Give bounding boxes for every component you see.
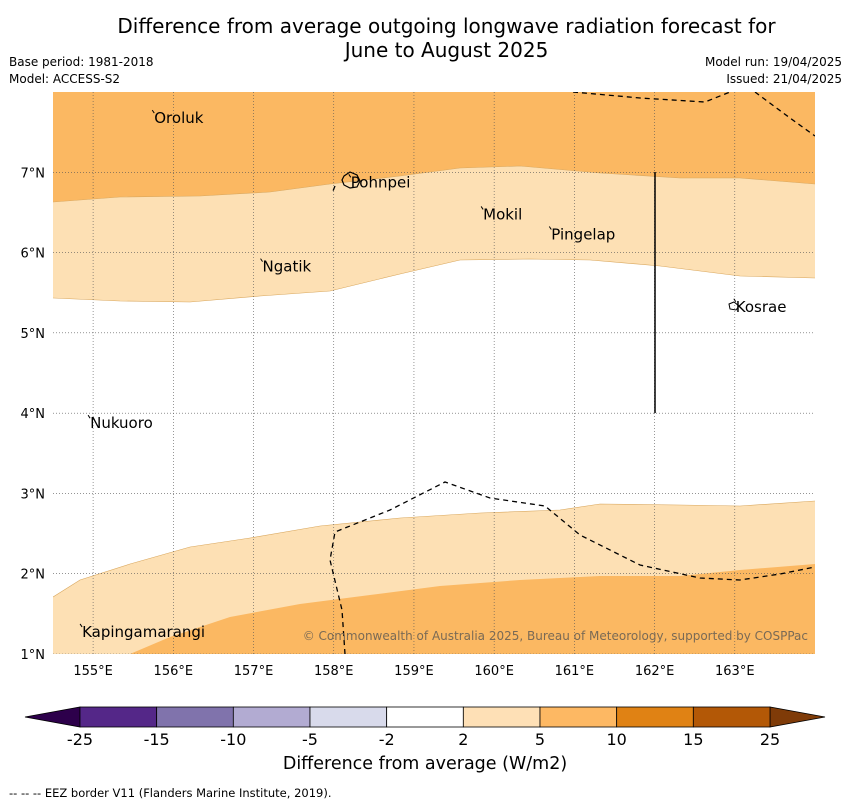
colorbar-bin bbox=[232, 706, 311, 728]
place-label: Kapingamarangi bbox=[82, 623, 205, 641]
place-label: Nukuoro bbox=[90, 414, 153, 432]
model-run: Model run: 19/04/2025 bbox=[704, 55, 842, 69]
colorbar-bin bbox=[386, 706, 464, 728]
colorbar-bin bbox=[539, 706, 618, 728]
place-marker bbox=[733, 298, 737, 303]
place-labels: Oroluk Pohnpei Mokil Pingelap Ngatik Kosrae Nu… bbox=[79, 109, 787, 641]
lon-tick-label: 160°E bbox=[474, 664, 514, 679]
place-marker bbox=[348, 174, 352, 178]
footer-note: -- -- -- EEZ border V11 (Flanders Marine… bbox=[9, 786, 332, 800]
model-name: Model: ACCESS-S2 bbox=[9, 72, 121, 86]
lat-tick-label: 5°N bbox=[21, 327, 46, 342]
lon-tick-label: 156°E bbox=[154, 664, 194, 679]
colorbar-bin bbox=[79, 706, 158, 728]
lat-tick-label: 6°N bbox=[21, 247, 46, 262]
eez-border-northeast bbox=[754, 92, 815, 137]
colorbar-tick-label: -5 bbox=[302, 730, 318, 749]
lat-tick-label: 7°N bbox=[21, 166, 46, 181]
place-label: Oroluk bbox=[154, 109, 203, 127]
eez-border-north bbox=[572, 92, 732, 103]
colorbar-tick-label: 25 bbox=[760, 730, 780, 749]
lat-tick-label: 2°N bbox=[21, 568, 46, 583]
lon-tick-label: 162°E bbox=[635, 664, 675, 679]
lon-tick-label: 155°E bbox=[73, 664, 113, 679]
lat-tick-label: 1°N bbox=[21, 648, 46, 663]
colorbar-tick-label: 15 bbox=[683, 730, 703, 749]
colorbar-extend-high bbox=[769, 706, 826, 728]
lon-tick-label: 157°E bbox=[234, 664, 274, 679]
place-label: Ngatik bbox=[263, 258, 312, 276]
title-line-2: June to August 2025 bbox=[344, 38, 549, 62]
lon-tick-label: 158°E bbox=[314, 664, 354, 679]
colorbar-tick-label: -2 bbox=[379, 730, 395, 749]
place-marker bbox=[548, 226, 552, 230]
issued-date: Issued: 21/04/2025 bbox=[726, 72, 842, 86]
copyright-text: © Commonwealth of Australia 2025, Bureau… bbox=[303, 629, 808, 643]
map-plot-area bbox=[53, 92, 815, 654]
colorbar: -25 -15 -10 -5 -2 2 5 10 15 25 bbox=[24, 706, 826, 749]
colorbar-label: Difference from average (W/m2) bbox=[282, 754, 568, 774]
place-label: Pingelap bbox=[551, 226, 615, 244]
place-label: Mokil bbox=[483, 205, 522, 223]
eez-border-south bbox=[329, 481, 815, 654]
colorbar-tick-label: -25 bbox=[67, 730, 93, 749]
pohnpei-coastline bbox=[341, 171, 361, 189]
kosrae-coastline bbox=[728, 301, 740, 311]
colorbar-tick-label: 2 bbox=[458, 730, 468, 749]
band-2-to-5-north bbox=[53, 166, 815, 302]
colorbar-bin bbox=[692, 706, 771, 728]
map-title: Difference from average outgoing longwav… bbox=[0, 14, 850, 62]
band-5-to-10-south bbox=[130, 564, 815, 654]
colorbar-tick-label: -15 bbox=[144, 730, 170, 749]
place-label: Pohnpei bbox=[351, 173, 411, 191]
eez-border-fragment bbox=[332, 185, 336, 192]
contour-5-north bbox=[53, 165, 815, 203]
lat-tick-label: 3°N bbox=[21, 487, 46, 502]
place-marker bbox=[260, 258, 263, 262]
place-marker bbox=[480, 206, 484, 210]
meta-left: Base period: 1981-2018 Model: ACCESS-S2 bbox=[9, 54, 154, 88]
longitude-labels: 155°E 156°E 157°E 158°E 159°E 160°E 161°E 162°E… bbox=[73, 664, 754, 679]
colorbar-tick-label: -10 bbox=[220, 730, 246, 749]
lon-tick-label: 161°E bbox=[555, 664, 595, 679]
colorbar-bin bbox=[462, 706, 541, 728]
title-line-1: Difference from average outgoing longwav… bbox=[117, 14, 776, 38]
place-marker bbox=[151, 109, 155, 114]
colorbar-tick-label: 10 bbox=[606, 730, 626, 749]
lon-tick-label: 163°E bbox=[715, 664, 755, 679]
base-period: Base period: 1981-2018 bbox=[9, 55, 154, 69]
contour-2-south bbox=[53, 500, 815, 598]
colorbar-bin bbox=[156, 706, 234, 728]
place-label: Kosrae bbox=[736, 298, 787, 316]
lon-tick-label: 159°E bbox=[394, 664, 434, 679]
colorbar-bin bbox=[616, 706, 694, 728]
meta-right: Model run: 19/04/2025 Issued: 21/04/2025 bbox=[705, 54, 842, 88]
colorbar-extend-low bbox=[24, 706, 81, 728]
contour-2-north bbox=[53, 258, 815, 303]
lat-tick-label: 4°N bbox=[21, 407, 46, 422]
latitude-labels: 1°N 2°N 3°N 4°N 5°N 6°N 7°N bbox=[21, 166, 46, 663]
colorbar-tick-label: 5 bbox=[535, 730, 545, 749]
colorbar-bin bbox=[309, 706, 388, 728]
place-marker bbox=[79, 623, 83, 628]
place-marker bbox=[87, 414, 91, 419]
